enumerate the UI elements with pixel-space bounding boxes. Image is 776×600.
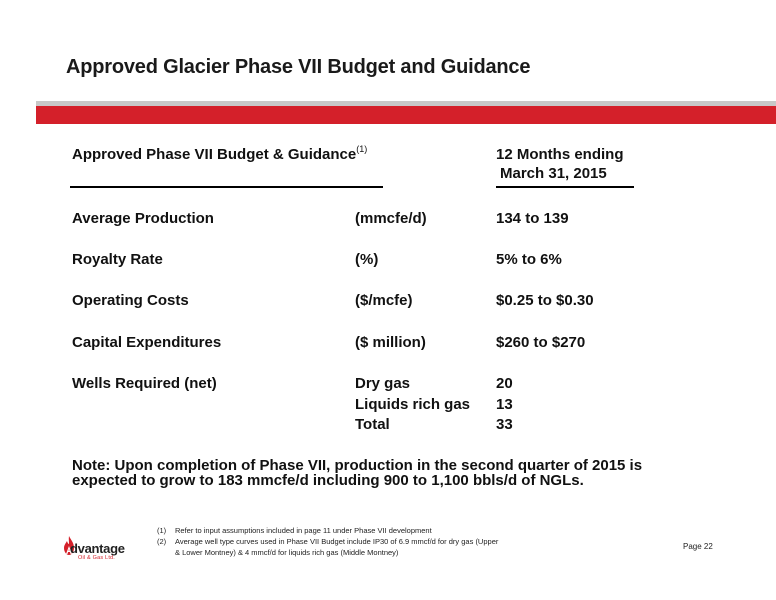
logo-wordmark: dvantage [70, 541, 125, 556]
row-label: Operating Costs [72, 292, 189, 309]
row-unit: (%) [355, 251, 379, 268]
footnote-text: & Lower Montney) & 4 mmcf/d for liquids … [175, 548, 399, 557]
table-header-left-text: Approved Phase VII Budget & Guidance [72, 146, 357, 163]
table-header-left: Approved Phase VII Budget & Guidance(1) [72, 144, 368, 163]
footnote-1: (1) Refer to input assumptions included … [157, 526, 617, 536]
row-label: Average Production [72, 210, 214, 227]
header-band-red [36, 106, 776, 124]
row-value: 20 [496, 375, 513, 392]
footnote-number: (1) [157, 526, 167, 535]
footnote-text: Average well type curves used in Phase V… [175, 537, 499, 546]
table-header-right-line2: March 31, 2015 [500, 165, 607, 182]
note-paragraph: Note: Upon completion of Phase VII, prod… [72, 458, 732, 488]
row-unit: ($ million) [355, 334, 426, 351]
footnote-ref: (1) [356, 144, 368, 154]
row-label: Wells Required (net) [72, 375, 217, 392]
company-logo: dvantage Oil & Gas Ltd. [62, 534, 142, 570]
footnote-text: Refer to input assumptions included in p… [175, 526, 432, 535]
table-row: Liquids rich gas 13 [0, 396, 776, 416]
footnote-number: (2) [157, 537, 167, 546]
header-rule-right [496, 186, 634, 188]
page-number: Page 22 [683, 542, 713, 551]
row-unit: (mmcfe/d) [355, 210, 427, 227]
header-band-grey [36, 101, 776, 106]
row-unit: Liquids rich gas [355, 396, 471, 413]
flame-a-icon [64, 536, 74, 555]
row-label: Royalty Rate [72, 251, 163, 268]
logo-subtitle: Oil & Gas Ltd. [78, 555, 116, 561]
table-header-right-line1: 12 Months ending [496, 146, 624, 163]
row-unit: Total [355, 416, 390, 433]
header-rule-left [70, 186, 383, 188]
note-line: expected to grow to 183 mmcfe/d includin… [72, 472, 584, 489]
row-value: 134 to 139 [496, 210, 569, 227]
footnote-2: (2) Average well type curves used in Pha… [157, 537, 617, 559]
row-value: $260 to $270 [496, 334, 586, 351]
table-row: Total 33 [0, 416, 776, 436]
page-title: Approved Glacier Phase VII Budget and Gu… [66, 56, 531, 78]
row-value: $0.25 to $0.30 [496, 292, 594, 309]
row-value: 33 [496, 416, 513, 433]
row-unit: ($/mcfe) [355, 292, 413, 309]
table-row: Operating Costs ($/mcfe) $0.25 to $0.30 [0, 292, 776, 312]
row-value: 13 [496, 396, 513, 413]
note-line: Note: Upon completion of Phase VII, prod… [72, 457, 643, 474]
table-row: Capital Expenditures ($ million) $260 to… [0, 334, 776, 354]
row-value: 5% to 6% [496, 251, 562, 268]
row-unit: Dry gas [355, 375, 411, 392]
table-row: Average Production (mmcfe/d) 134 to 139 [0, 210, 776, 230]
table-row: Wells Required (net) Dry gas 20 [0, 375, 776, 395]
table-row: Royalty Rate (%) 5% to 6% [0, 251, 776, 271]
row-label: Capital Expenditures [72, 334, 222, 351]
